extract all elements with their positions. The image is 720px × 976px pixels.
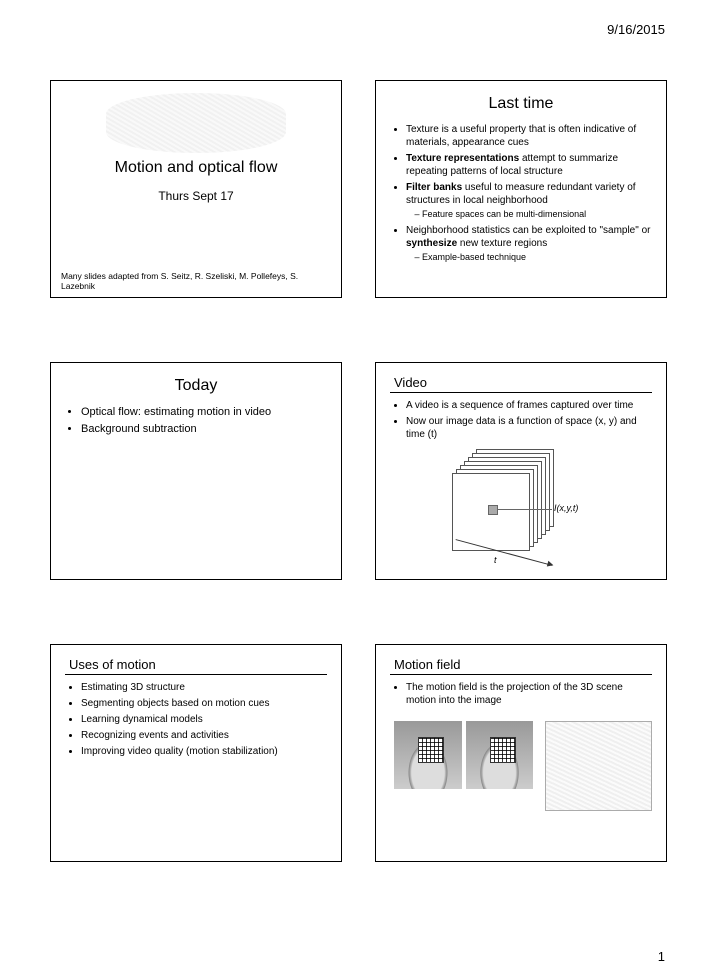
row-spacer [50,316,670,344]
slide-1: Motion and optical flow Thurs Sept 17 Ma… [50,80,342,298]
slide-title: Video [394,375,652,390]
slide-5: Uses of motion Estimating 3D structure S… [50,644,342,862]
diagram-label: I(x,y,t) [554,503,578,513]
list-sub-item: Feature spaces can be multi-dimensional [422,209,652,221]
slide-subtitle: Thurs Sept 17 [65,189,327,203]
title-rule [390,392,652,393]
slide-footnote: Many slides adapted from S. Seitz, R. Sz… [61,271,331,291]
list-item: Texture representations attempt to summa… [406,152,652,178]
list-item: Optical flow: estimating motion in video [81,405,327,419]
list-item: The motion field is the projection of th… [406,681,652,707]
list-item: Segmenting objects based on motion cues [81,697,327,710]
list-item: Background subtraction [81,422,327,436]
rubiks-cube-image-1 [394,721,462,789]
slide-6: Motion field The motion field is the pro… [375,644,667,862]
bullet-list: Texture is a useful property that is oft… [392,123,652,263]
slide-title: Motion and optical flow [65,159,327,177]
title-rule [65,674,327,675]
list-item: Now our image data is a function of spac… [406,415,652,441]
bullet-list: Estimating 3D structure Segmenting objec… [67,681,327,758]
page-number: 1 [658,949,665,964]
rubiks-cube-image-2 [466,721,534,789]
video-frames-diagram: I(x,y,t) t [446,449,596,559]
motion-field-vector-image [545,721,652,811]
list-sub-item: Example-based technique [422,252,652,264]
slide-2: Last time Texture is a useful property t… [375,80,667,298]
bullet-list: The motion field is the projection of th… [392,681,652,707]
slide-title: Motion field [394,657,652,672]
list-item: Improving video quality (motion stabiliz… [81,745,327,758]
slide-grid: Motion and optical flow Thurs Sept 17 Ma… [50,80,670,862]
list-item: Neighborhood statistics can be exploited… [406,224,652,264]
slide-4: Video A video is a sequence of frames ca… [375,362,667,580]
slide-title: Uses of motion [69,657,327,672]
slide-title: Last time [390,95,652,113]
row-spacer [50,598,670,626]
page-date: 9/16/2015 [607,22,665,37]
motion-field-images [394,721,652,811]
slide-3: Today Optical flow: estimating motion in… [50,362,342,580]
list-item: A video is a sequence of frames captured… [406,399,652,412]
bullet-list: A video is a sequence of frames captured… [392,399,652,441]
handout-page: 9/16/2015 1 Motion and optical flow Thur… [0,0,720,976]
bullet-list: Optical flow: estimating motion in video… [67,405,327,437]
list-item: Texture is a useful property that is oft… [406,123,652,149]
title-rule [390,674,652,675]
slide-title: Today [65,377,327,395]
list-item: Estimating 3D structure [81,681,327,694]
list-item: Learning dynamical models [81,713,327,726]
list-item: Filter banks useful to measure redundant… [406,181,652,221]
list-item: Recognizing events and activities [81,729,327,742]
axis-label: t [494,555,497,565]
optical-flow-hat-icon [106,93,286,153]
